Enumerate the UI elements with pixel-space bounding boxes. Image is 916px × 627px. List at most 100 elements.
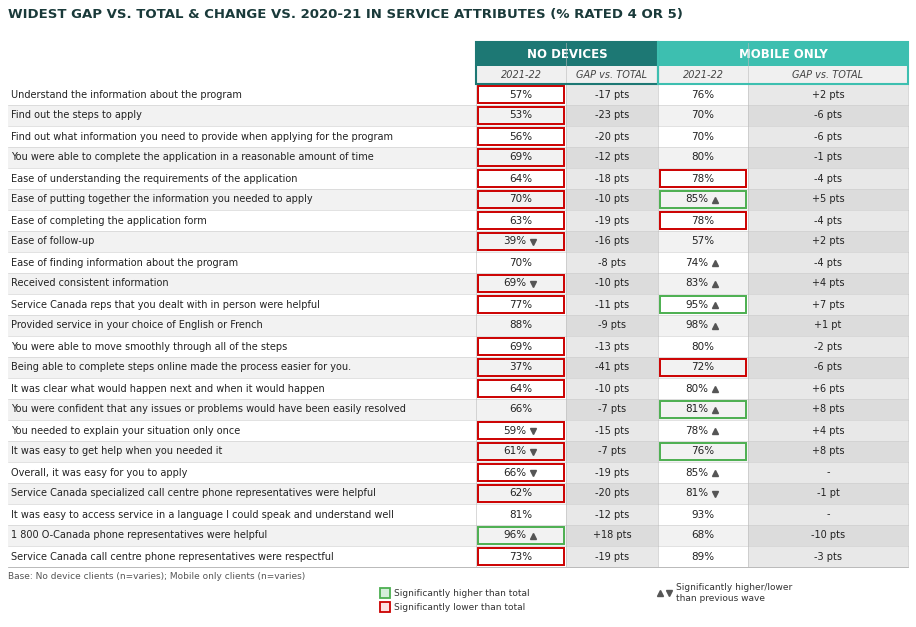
Text: +6 pts: +6 pts — [812, 384, 845, 394]
Text: -6 pts: -6 pts — [814, 110, 842, 120]
Bar — [566, 126, 658, 147]
Bar — [748, 147, 908, 168]
Bar — [566, 273, 658, 294]
Bar — [478, 170, 564, 187]
Bar — [566, 378, 658, 399]
Bar — [8, 147, 908, 168]
Text: It was easy to get help when you needed it: It was easy to get help when you needed … — [11, 446, 223, 456]
Bar — [478, 275, 564, 292]
Text: Service Canada specialized call centre phone representatives were helpful: Service Canada specialized call centre p… — [11, 488, 376, 498]
Text: 61%: 61% — [504, 446, 527, 456]
Bar — [748, 336, 908, 357]
Text: 62%: 62% — [509, 488, 532, 498]
Text: +2 pts: +2 pts — [812, 90, 845, 100]
Bar — [566, 483, 658, 504]
Bar — [478, 359, 564, 376]
Text: -19 pts: -19 pts — [594, 468, 629, 478]
Bar — [8, 357, 908, 378]
Text: 78%: 78% — [692, 174, 714, 184]
Text: 57%: 57% — [692, 236, 714, 246]
Text: 57%: 57% — [509, 90, 532, 100]
Text: 95%: 95% — [685, 300, 709, 310]
Bar — [8, 273, 908, 294]
Text: 78%: 78% — [692, 216, 714, 226]
Bar — [748, 294, 908, 315]
Bar — [566, 399, 658, 420]
Bar — [748, 105, 908, 126]
Text: 70%: 70% — [692, 110, 714, 120]
Text: You needed to explain your situation only once: You needed to explain your situation onl… — [11, 426, 240, 436]
Text: +7 pts: +7 pts — [812, 300, 845, 310]
Text: -19 pts: -19 pts — [594, 552, 629, 562]
Bar — [566, 84, 658, 105]
Bar — [660, 191, 746, 208]
Text: 68%: 68% — [692, 530, 714, 540]
Text: -4 pts: -4 pts — [814, 216, 842, 226]
Bar — [8, 189, 908, 210]
Text: 80%: 80% — [685, 384, 708, 394]
Bar — [748, 315, 908, 336]
Bar — [660, 296, 746, 313]
Bar — [8, 231, 908, 252]
Text: 37%: 37% — [509, 362, 532, 372]
Text: 81%: 81% — [509, 510, 532, 520]
Text: -17 pts: -17 pts — [594, 90, 629, 100]
Text: Significantly lower than total: Significantly lower than total — [394, 603, 525, 611]
Bar — [478, 191, 564, 208]
Bar — [478, 338, 564, 355]
Bar — [478, 128, 564, 145]
Bar — [748, 399, 908, 420]
Text: 69%: 69% — [509, 152, 532, 162]
Text: -4 pts: -4 pts — [814, 258, 842, 268]
Text: 70%: 70% — [509, 258, 532, 268]
Text: 64%: 64% — [509, 384, 532, 394]
Text: -10 pts: -10 pts — [594, 278, 629, 288]
Text: -3 pts: -3 pts — [814, 552, 842, 562]
Bar — [566, 189, 658, 210]
Text: GAP vs. TOTAL: GAP vs. TOTAL — [792, 70, 864, 80]
Text: 85%: 85% — [685, 468, 709, 478]
Text: -19 pts: -19 pts — [594, 216, 629, 226]
Bar — [748, 525, 908, 546]
Text: -12 pts: -12 pts — [594, 510, 629, 520]
Text: GAP vs. TOTAL: GAP vs. TOTAL — [576, 70, 648, 80]
Text: 89%: 89% — [692, 552, 714, 562]
Text: +2 pts: +2 pts — [812, 236, 845, 246]
Text: 66%: 66% — [509, 404, 532, 414]
Bar — [566, 357, 658, 378]
Bar — [566, 441, 658, 462]
Bar — [478, 485, 564, 502]
Bar — [8, 504, 908, 525]
Text: -13 pts: -13 pts — [594, 342, 629, 352]
Text: Ease of understanding the requirements of the application: Ease of understanding the requirements o… — [11, 174, 298, 184]
Text: -6 pts: -6 pts — [814, 362, 842, 372]
Text: Ease of follow-up: Ease of follow-up — [11, 236, 94, 246]
Bar — [8, 252, 908, 273]
Text: -20 pts: -20 pts — [594, 488, 629, 498]
Bar — [478, 149, 564, 166]
Bar — [478, 380, 564, 397]
Text: -11 pts: -11 pts — [594, 300, 629, 310]
Text: -18 pts: -18 pts — [594, 174, 629, 184]
Text: -12 pts: -12 pts — [594, 152, 629, 162]
Bar — [748, 546, 908, 567]
Text: 74%: 74% — [685, 258, 709, 268]
Bar — [478, 548, 564, 565]
Bar — [748, 84, 908, 105]
Bar — [476, 66, 908, 84]
Bar — [566, 525, 658, 546]
Text: It was easy to access service in a language I could speak and understand well: It was easy to access service in a langu… — [11, 510, 394, 520]
Text: 39%: 39% — [504, 236, 527, 246]
Text: +4 pts: +4 pts — [812, 426, 845, 436]
Bar — [8, 441, 908, 462]
Bar — [478, 86, 564, 103]
Text: 1 800 O-Canada phone representatives were helpful: 1 800 O-Canada phone representatives wer… — [11, 530, 267, 540]
Bar — [8, 525, 908, 546]
Bar — [748, 441, 908, 462]
Bar — [478, 107, 564, 124]
Text: Base: No device clients (n=varies); Mobile only clients (n=varies): Base: No device clients (n=varies); Mobi… — [8, 572, 305, 581]
Text: 53%: 53% — [509, 110, 532, 120]
Text: +1 pt: +1 pt — [814, 320, 842, 330]
Text: You were able to move smoothly through all of the steps: You were able to move smoothly through a… — [11, 342, 288, 352]
Text: -: - — [826, 468, 830, 478]
